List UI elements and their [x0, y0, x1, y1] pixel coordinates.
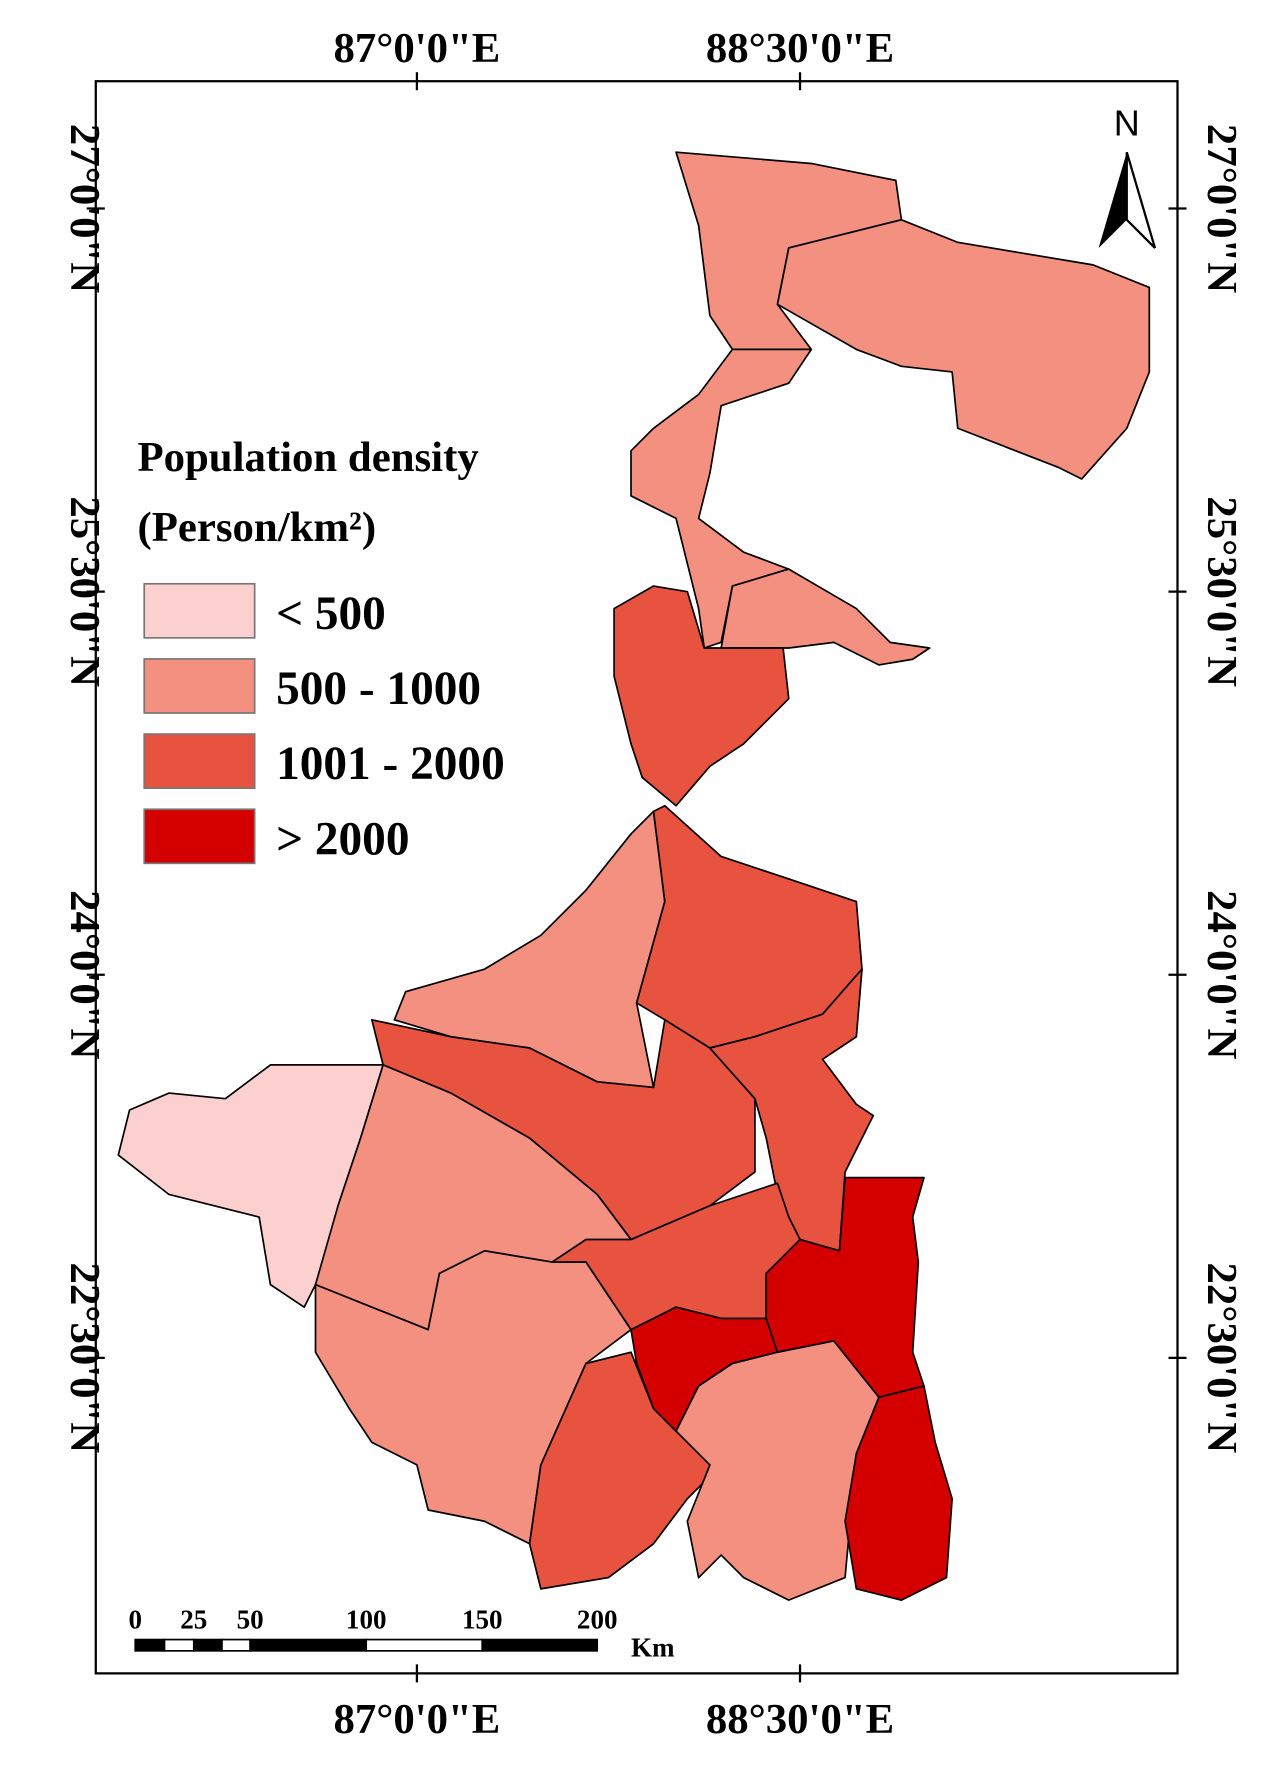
north-arrow: N	[1098, 102, 1157, 249]
scale-tick-label: 0	[128, 1604, 142, 1634]
district	[675, 1340, 880, 1601]
districts	[117, 151, 1151, 1601]
north-label: N	[1114, 102, 1140, 143]
lat-label: 27°0'0"N	[1198, 124, 1245, 293]
lat-label: 24°0'0"N	[1198, 890, 1245, 1059]
graticule-labels: 87°0'0"E 88°30'0"E 87°0'0"E 88°30'0"E 27…	[61, 25, 1245, 1743]
legend-items: < 500 500 - 1000 1001 - 2000 > 2000	[143, 582, 505, 865]
legend-swatch	[143, 733, 256, 790]
scale-segment	[163, 1638, 195, 1652]
district	[776, 218, 1151, 480]
district	[765, 1176, 925, 1399]
scale-segment	[221, 1638, 251, 1652]
scale-tick-label: 25	[180, 1604, 207, 1634]
district	[844, 1385, 953, 1601]
legend-title: Population density	[137, 434, 478, 481]
lat-label: 27°0'0"N	[61, 124, 108, 293]
scale-tick-label: 200	[577, 1604, 618, 1634]
lat-label: 24°0'0"N	[61, 890, 108, 1059]
legend: Population density (Person/km²) < 500 500…	[137, 434, 504, 865]
scale-tick-label: 100	[346, 1604, 387, 1634]
legend-label: 500 - 1000	[276, 663, 481, 715]
lat-label: 25°30'0"N	[1198, 496, 1245, 687]
legend-label: 1001 - 2000	[276, 738, 505, 790]
lon-label: 88°30'0"E	[706, 25, 894, 72]
scale-segment	[249, 1638, 368, 1652]
legend-label: > 2000	[276, 813, 409, 865]
legend-label: < 500	[276, 588, 386, 640]
graticule-ticks	[86, 72, 1187, 1683]
scale-tick-label: 150	[462, 1604, 503, 1634]
scale-segment	[365, 1638, 484, 1652]
district	[709, 968, 875, 1252]
lat-label: 25°30'0"N	[61, 496, 108, 687]
lon-label: 87°0'0"E	[333, 25, 500, 72]
scale-segment	[481, 1638, 599, 1652]
scale-tick-label: 50	[237, 1604, 264, 1634]
scale-segment	[192, 1638, 223, 1652]
scale-unit: Km	[631, 1632, 675, 1662]
legend-swatch	[143, 658, 256, 714]
arrow-half	[1125, 151, 1157, 249]
district	[613, 585, 790, 807]
scale-bar: Km 0 25 50 100 150 200	[128, 1604, 675, 1662]
legend-swatch	[143, 808, 256, 865]
scale-segment	[134, 1638, 166, 1652]
legend-unit: (Person/km²)	[137, 504, 376, 551]
legend-swatch	[143, 582, 256, 639]
lon-label: 88°30'0"E	[706, 1696, 894, 1743]
lon-label: 87°0'0"E	[333, 1696, 500, 1743]
lat-label: 22°30'0"N	[61, 1263, 108, 1454]
district	[630, 348, 813, 649]
lat-label: 22°30'0"N	[1198, 1263, 1245, 1454]
